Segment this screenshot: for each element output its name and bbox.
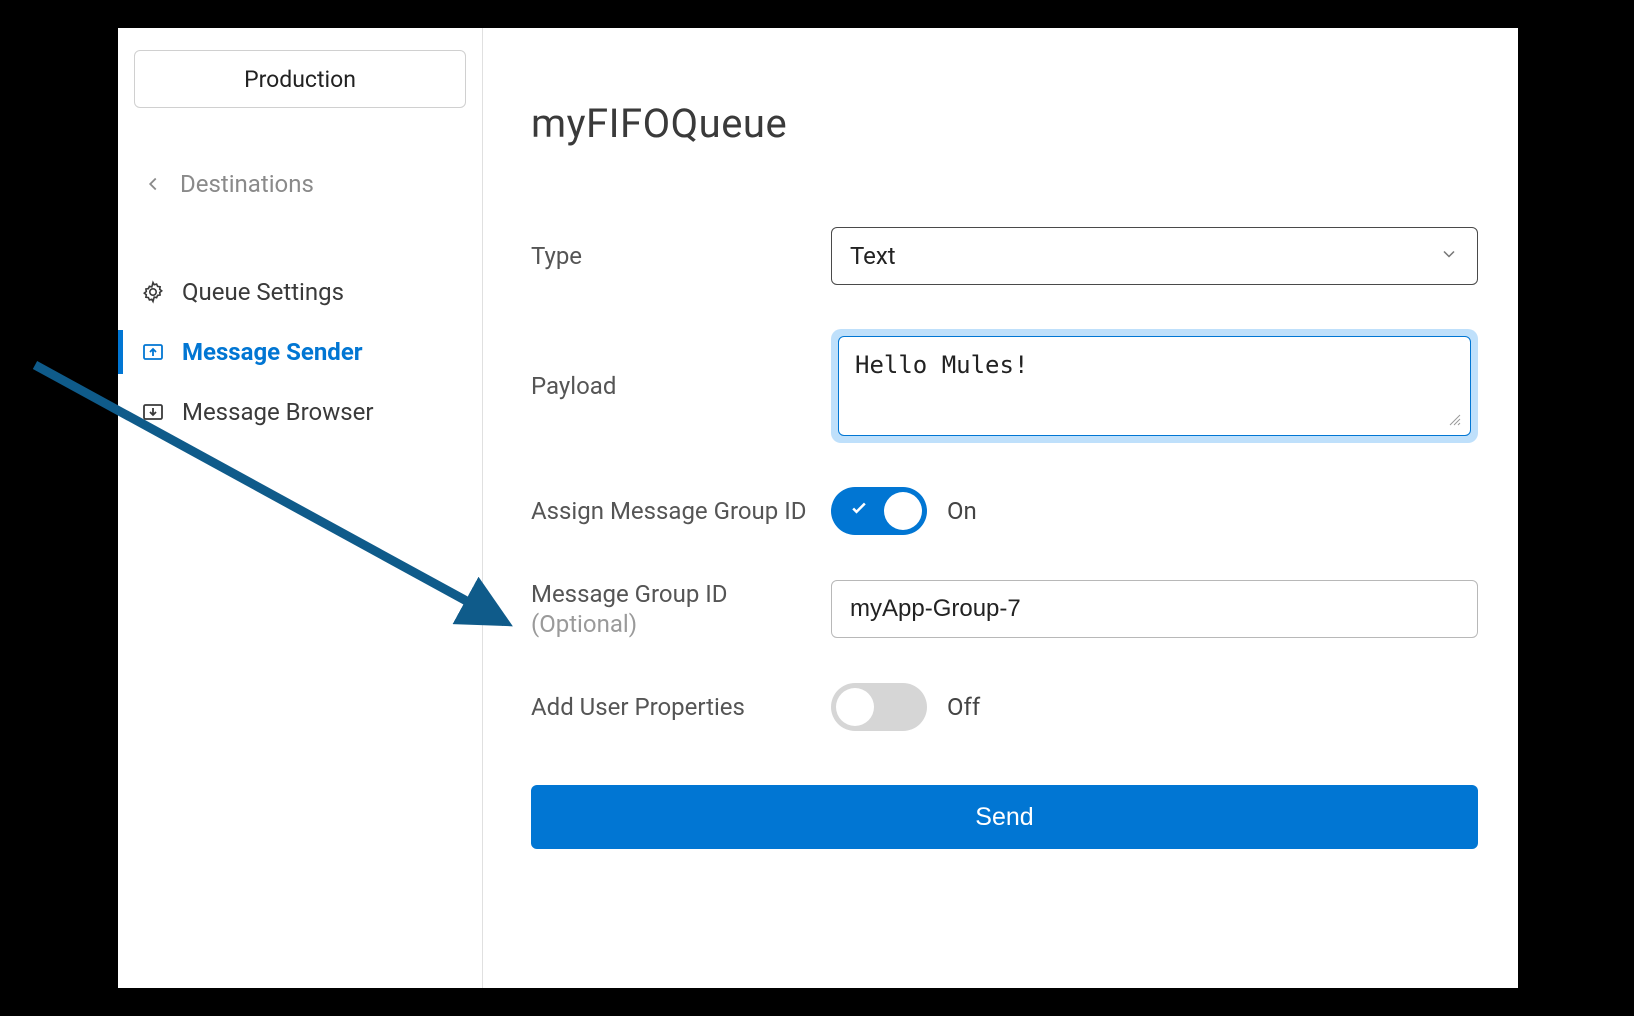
page-title: myFIFOQueue — [531, 100, 1478, 147]
type-select[interactable]: Text — [831, 227, 1478, 285]
arrow-left-icon — [140, 171, 166, 197]
row-payload: Payload — [531, 329, 1478, 443]
sidebar: Production Destinations Queue Settings — [118, 28, 483, 988]
back-link-label: Destinations — [180, 170, 314, 198]
label-text: Message Group ID — [531, 580, 728, 608]
label-payload: Payload — [531, 371, 831, 401]
assign-group-id-toggle[interactable] — [831, 487, 927, 535]
sidebar-item-label: Queue Settings — [182, 278, 344, 306]
label-message-group-id: Message Group ID (Optional) — [531, 579, 831, 639]
toggle-knob — [884, 492, 922, 530]
row-user-properties: Add User Properties Off — [531, 683, 1478, 731]
row-type: Type Text — [531, 227, 1478, 285]
app-window: Production Destinations Queue Settings — [118, 28, 1518, 988]
label-assign-group-id: Assign Message Group ID — [531, 496, 831, 526]
user-properties-toggle[interactable] — [831, 683, 927, 731]
sidebar-item-queue-settings[interactable]: Queue Settings — [118, 262, 482, 322]
row-message-group-id: Message Group ID (Optional) — [531, 579, 1478, 639]
sidebar-item-label: Message Sender — [182, 338, 363, 366]
main-panel: myFIFOQueue Type Text Payload — [483, 28, 1518, 988]
assign-group-id-state: On — [947, 497, 977, 525]
sidebar-item-message-browser[interactable]: Message Browser — [118, 382, 482, 442]
label-user-properties: Add User Properties — [531, 692, 831, 722]
user-properties-state: Off — [947, 693, 980, 721]
upload-tray-icon — [140, 339, 166, 365]
chevron-down-icon — [1439, 242, 1459, 270]
environment-dropdown[interactable]: Production — [134, 50, 466, 108]
back-link-destinations[interactable]: Destinations — [118, 158, 482, 210]
toggle-knob — [836, 688, 874, 726]
sidebar-item-label: Message Browser — [182, 398, 373, 426]
label-type: Type — [531, 241, 831, 271]
download-tray-icon — [140, 399, 166, 425]
environment-label: Production — [244, 66, 356, 93]
label-sub: (Optional) — [531, 609, 831, 639]
send-button[interactable]: Send — [531, 785, 1478, 849]
sidebar-item-message-sender[interactable]: Message Sender — [118, 322, 482, 382]
check-icon — [849, 499, 869, 524]
gear-icon — [140, 279, 166, 305]
payload-textarea[interactable] — [838, 336, 1471, 436]
type-select-value: Text — [850, 242, 896, 270]
payload-focus-ring — [831, 329, 1478, 443]
row-assign-group-id: Assign Message Group ID On — [531, 487, 1478, 535]
message-group-id-input[interactable] — [831, 580, 1478, 638]
